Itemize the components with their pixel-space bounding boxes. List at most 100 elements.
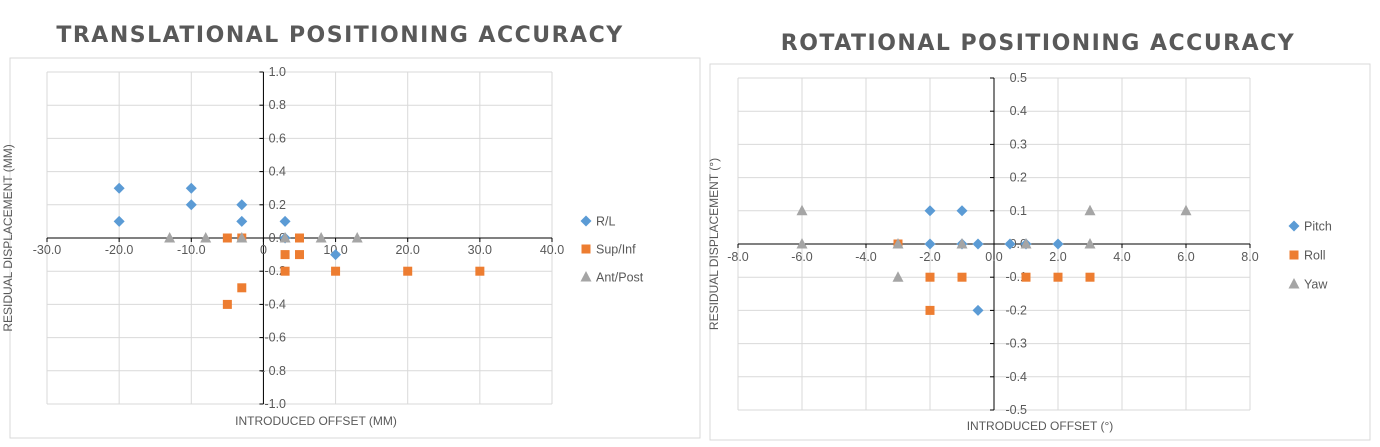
rotational-legend-marker-pitch [1288,220,1300,232]
rotational-y-tick-label: 0.4 [1010,104,1027,118]
rotational-x-tick-label: -4.0 [855,250,877,264]
translational-point-sup-inf [237,283,247,293]
translational-point-ant-post [315,232,327,243]
rotational-chart-title: ROTATIONAL POSITIONING ACCURACY [781,31,1295,56]
translational-point-sup-inf [295,233,304,243]
rotational-chart: ROTATIONAL POSITIONING ACCURACY -8.0 -6.0 -… [707,31,1371,441]
translational-legend-marker-ant-post [580,271,592,282]
translational-chart-title: TRANSLATIONAL POSITIONING ACCURACY [56,23,623,48]
rotational-x-tick-label: 4.0 [1113,250,1130,264]
rotational-legend-marker-roll [1289,250,1299,260]
translational-point-r-l [279,215,291,227]
translational-point-r-l [236,215,248,227]
rotational-point-pitch [924,205,936,217]
rotational-point-pitch [924,238,936,250]
rotational-legend-label-pitch: Pitch [1304,220,1332,234]
translational-point-r-l [185,182,197,194]
rotational-point-yaw [796,238,808,249]
translational-legend-label-sup-inf: Sup/Inf [596,243,636,257]
translational-x-axis-title: INTRODUCED OFFSET (MM) [235,414,397,428]
rotational-y-tick-label: 0.2 [1010,171,1027,185]
rotational-x-axis-title: INTRODUCED OFFSET (°) [967,419,1114,433]
translational-point-sup-inf [280,266,290,276]
translational-chart-border [9,57,701,439]
rotational-point-roll [925,305,935,315]
translational-y-tick-label: 0.4 [269,165,286,179]
translational-point-r-l [113,182,125,194]
translational-legend-label-ant-post: Ant/Post [596,271,644,285]
translational-point-sup-inf [295,250,304,260]
translational-point-sup-inf [222,299,232,309]
rotational-y-tick-label: -0.4 [1005,370,1027,384]
translational-y-tick-label: - 0.8 [261,364,286,378]
rotational-point-pitch [1052,238,1064,250]
rotational-y-tick-label: -0.5 [1005,403,1027,417]
rotational-point-yaw [796,204,808,216]
rotational-point-yaw [956,238,968,249]
rotational-x-tick-label: 2.0 [1049,250,1066,264]
rotational-point-roll [957,272,967,282]
translational-point-r-l [330,249,342,261]
rotational-y-tick-label: 0.1 [1010,204,1027,218]
translational-point-sup-inf [403,266,413,276]
rotational-point-roll [1021,272,1031,282]
translational-x-tick-label: -10.0 [177,243,206,257]
translational-point-sup-inf [331,266,341,276]
rotational-point-yaw [892,238,904,249]
translational-point-sup-inf [280,250,290,260]
translational-y-tick-label: -1.0 [264,397,286,411]
rotational-legend-marker-yaw [1288,278,1300,289]
rotational-y-axis-title: RESIDUAL DISPLACEMENT (°) [707,158,721,330]
translational-y-tick-label: -0.6 [264,331,286,345]
rotational-point-yaw [1020,238,1032,249]
rotational-point-pitch [972,238,984,250]
translational-point-r-l [185,199,197,211]
translational-legend-marker-sup-inf [581,244,591,254]
translational-x-tick-label: -20.0 [105,243,134,257]
rotational-y-tick-label: 0.5 [1010,71,1027,85]
translational-x-tick-label: -30.0 [33,243,62,257]
rotational-point-yaw [892,271,904,282]
translational-point-r-l [113,215,125,227]
translational-legend-marker-r-l [580,215,592,227]
translational-x-tick-label: 0 [260,243,267,257]
rotational-chart-border [709,63,1371,441]
translational-chart: TRANSLATIONAL POSITIONING ACCURACY -30.0 -… [1,23,701,439]
rotational-point-yaw [1084,238,1096,249]
translational-y-tick-label: 0.6 [269,131,286,145]
translational-point-ant-post [279,232,291,243]
rotational-x-tick-label: 6.0 [1177,250,1194,264]
translational-y-axis-title: RESIDUAL DISPLACEMENT (MM) [1,144,15,331]
rotational-point-roll [925,272,935,282]
translational-point-ant-post [164,232,176,243]
translational-point-ant-post [351,232,363,243]
translational-x-tick-label: 20.0 [396,243,420,257]
rotational-y-tick-label: 0.3 [1010,137,1027,151]
translational-y-tick-label: 0.8 [269,98,286,112]
translational-x-tick-label: 40.0 [540,243,564,257]
rotational-point-pitch [1004,238,1016,250]
translational-y-tick-label: 0.2 [269,198,286,212]
rotational-point-roll [1053,272,1063,282]
rotational-x-tick-label: 0.0 [985,250,1002,264]
rotational-point-yaw [1180,204,1192,216]
rotational-y-tick-label: -0.2 [1005,303,1027,317]
translational-point-r-l [236,199,248,211]
translational-y-tick-label: -0.4 [264,297,286,311]
rotational-x-tick-label: -2.0 [919,250,941,264]
rotational-x-tick-label: -6.0 [791,250,813,264]
translational-legend-label-r-l: R/L [596,215,616,229]
rotational-y-tick-label: -0.3 [1005,337,1027,351]
rotational-legend-label-yaw: Yaw [1304,278,1328,292]
translational-point-sup-inf [475,266,485,276]
rotational-point-pitch [956,205,968,217]
translational-point-sup-inf [222,233,232,243]
rotational-point-pitch [972,304,984,316]
rotational-legend-label-roll: Roll [1304,249,1326,263]
rotational-x-tick-label: -8.0 [727,250,749,264]
translational-x-tick-label: 30.0 [468,243,492,257]
rotational-point-yaw [1084,204,1096,216]
translational-point-ant-post [200,232,212,243]
rotational-point-roll [1085,272,1095,282]
